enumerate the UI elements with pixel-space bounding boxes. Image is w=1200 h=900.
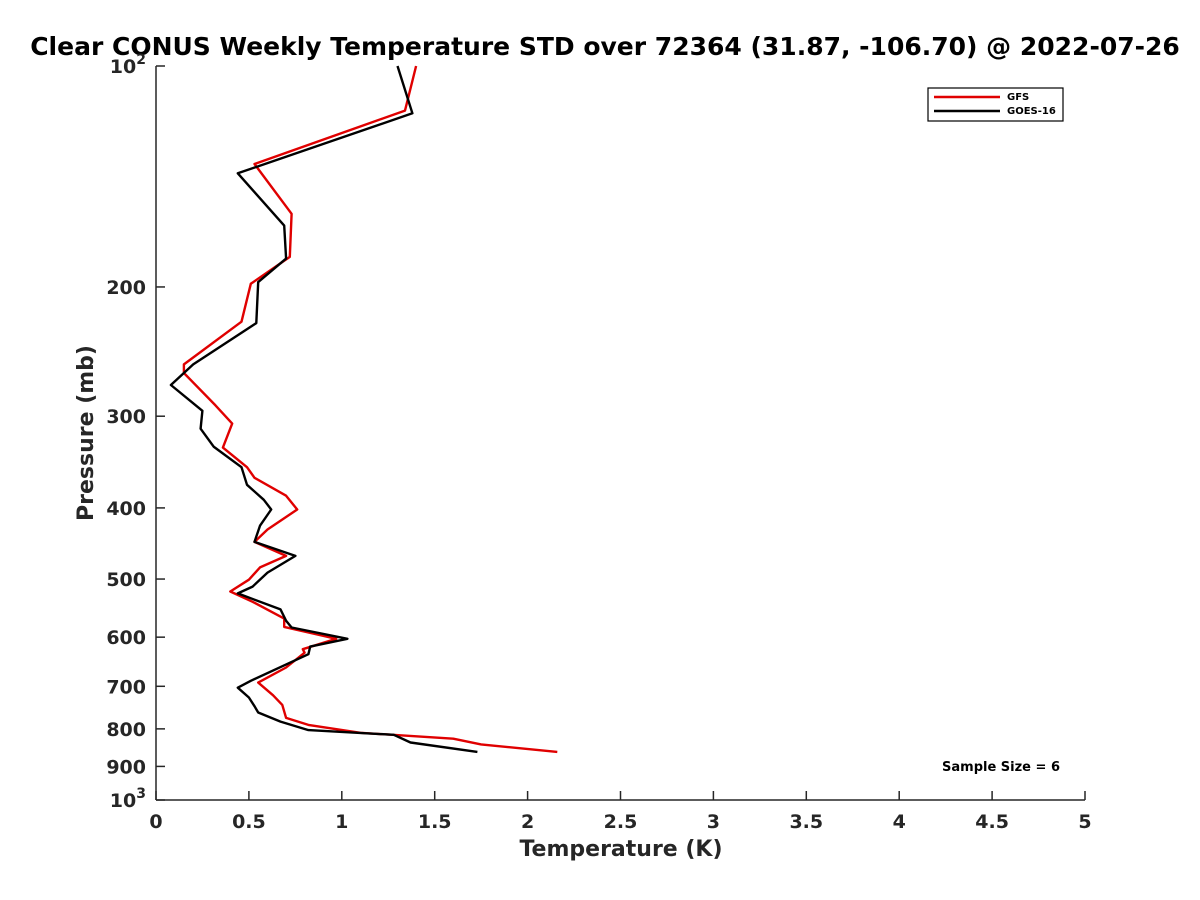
legend-label-gfs: GFS [1007, 92, 1029, 103]
series-line-gfs [182, 65, 558, 754]
x-tick-label: 4 [893, 811, 906, 833]
x-tick-label: 3.5 [789, 811, 823, 833]
y-axis-label: Pressure (mb) [74, 345, 99, 521]
legend: GFS GOES-16 [927, 87, 1064, 122]
x-tick-label: 1.5 [418, 811, 452, 833]
series-line-goes-16 [169, 65, 478, 754]
legend-box [927, 87, 1064, 122]
x-tick-label: 2 [521, 811, 534, 833]
y-tick-label: 200 [106, 277, 146, 299]
chart-title: Clear CONUS Weekly Temperature STD over … [30, 32, 1180, 61]
y-tick-label: 900 [106, 756, 146, 778]
y-tick-label: 600 [106, 627, 146, 649]
y-tick-label: 700 [106, 676, 146, 698]
legend-label-goes16: GOES-16 [1007, 106, 1056, 117]
y-tick-label: 500 [106, 569, 146, 591]
sample-size-annotation: Sample Size = 6 [942, 760, 1060, 775]
x-tick-label: 1 [335, 811, 348, 833]
x-tick-label: 3 [707, 811, 720, 833]
series-layer [169, 65, 558, 754]
x-tick-label: 5 [1078, 811, 1091, 833]
y-tick-label: 400 [106, 498, 146, 520]
y-tick-label: 800 [106, 719, 146, 741]
y-tick-label: 102 [110, 52, 146, 78]
y-tick-label: 300 [106, 406, 146, 428]
y-ticks: 102 200 300 400 500 600 700 800 900 103 [106, 52, 165, 812]
y-tick-label: 103 [110, 786, 146, 812]
x-tick-label: 2.5 [604, 811, 638, 833]
x-axis-label: Temperature (K) [519, 837, 722, 862]
x-ticks: 0 0.5 1 1.5 2 2.5 3 3.5 4 4.5 5 [149, 791, 1092, 833]
axes-layer [155, 66, 1085, 801]
x-tick-label: 0.5 [232, 811, 266, 833]
x-tick-label: 0 [149, 811, 162, 833]
x-tick-label: 4.5 [975, 811, 1009, 833]
